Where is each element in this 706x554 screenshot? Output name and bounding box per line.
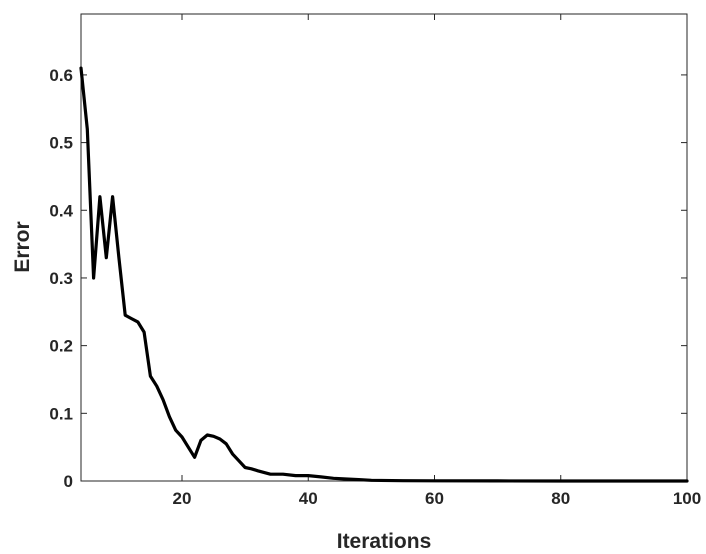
x-tick-label: 100 xyxy=(673,489,701,508)
y-tick-label: 0 xyxy=(64,472,73,491)
x-axis: 20 40 60 80 100 xyxy=(173,14,701,508)
x-tick-label: 80 xyxy=(551,489,570,508)
y-axis: 0 0.1 0.2 0.3 0.4 0.5 0.6 xyxy=(49,66,687,491)
x-tick-label: 40 xyxy=(299,489,318,508)
x-tick-label: 60 xyxy=(425,489,444,508)
y-tick-label: 0.4 xyxy=(49,201,73,220)
y-axis-title: Error xyxy=(11,221,34,272)
error-series-line xyxy=(79,66,689,483)
y-tick-label: 0.5 xyxy=(49,134,73,153)
x-tick-label: 20 xyxy=(173,489,192,508)
series-layer xyxy=(79,66,689,483)
y-tick-label: 0.2 xyxy=(49,337,73,356)
y-tick-label: 0.3 xyxy=(49,269,73,288)
y-tick-label: 0.6 xyxy=(49,66,73,85)
y-tick-label: 0.1 xyxy=(49,404,73,423)
plot-area xyxy=(80,13,688,482)
x-axis-title: Iterations xyxy=(337,530,432,553)
